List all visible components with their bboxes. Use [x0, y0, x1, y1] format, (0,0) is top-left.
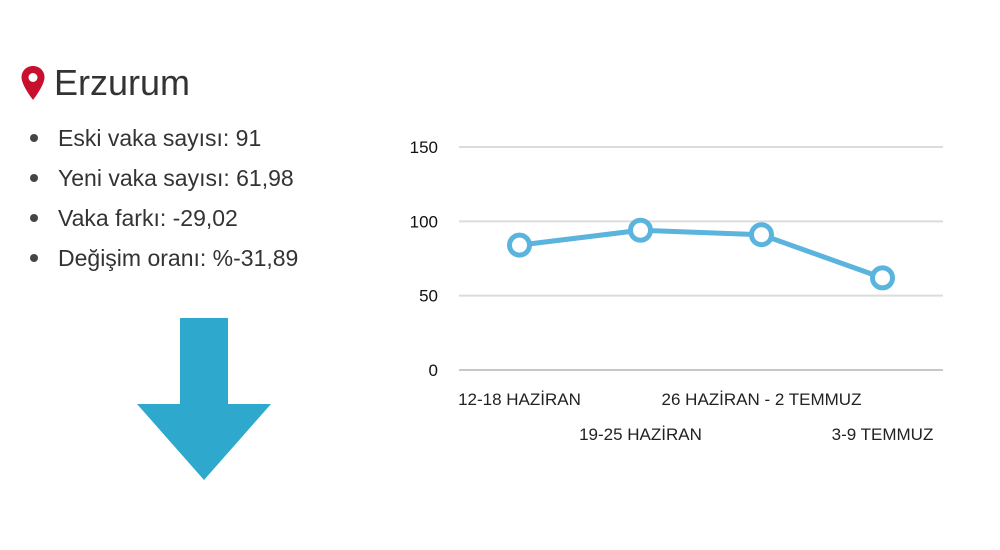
bullet [30, 174, 38, 182]
data-point [628, 217, 653, 243]
y-tick-label: 150 [410, 138, 438, 157]
stat-label: Vaka farkı: -29,02 [58, 205, 238, 231]
bullet [30, 134, 38, 142]
y-tick-label: 50 [419, 287, 438, 306]
location-header: Erzurum [20, 62, 190, 104]
x-tick-label: 19-25 HAZİRAN [579, 425, 702, 444]
stat-label: Yeni vaka sayısı: 61,98 [58, 165, 294, 191]
y-tick-label: 0 [429, 361, 438, 380]
location-title: Erzurum [54, 62, 191, 103]
x-tick-label: 12-18 HAZİRAN [458, 390, 581, 409]
stat-old-cases: Eski vaka sayısı: 91 [30, 118, 298, 158]
stats-list: Eski vaka sayısı: 91 Yeni vaka sayısı: 6… [30, 118, 298, 278]
series-line [519, 227, 884, 281]
stat-label: Eski vaka sayısı: 91 [58, 125, 262, 151]
bullet [30, 254, 38, 262]
stat-label: Değişim oranı: %-31,89 [58, 245, 299, 271]
data-point [507, 232, 532, 258]
stat-difference: Vaka farkı: -29,02 [30, 198, 298, 238]
stat-change-rate: Değişim oranı: %-31,89 [30, 238, 298, 278]
bullet [30, 214, 38, 222]
arrow-down-icon [137, 318, 271, 480]
data-point [749, 222, 774, 248]
y-tick-label: 100 [410, 212, 438, 231]
x-tick-label: 26 HAZİRAN - 2 TEMMUZ [662, 390, 862, 409]
x-tick-label: 3-9 TEMMUZ [832, 425, 934, 444]
data-point [870, 265, 895, 291]
map-pin-icon [21, 66, 45, 100]
stat-new-cases: Yeni vaka sayısı: 61,98 [30, 158, 298, 198]
